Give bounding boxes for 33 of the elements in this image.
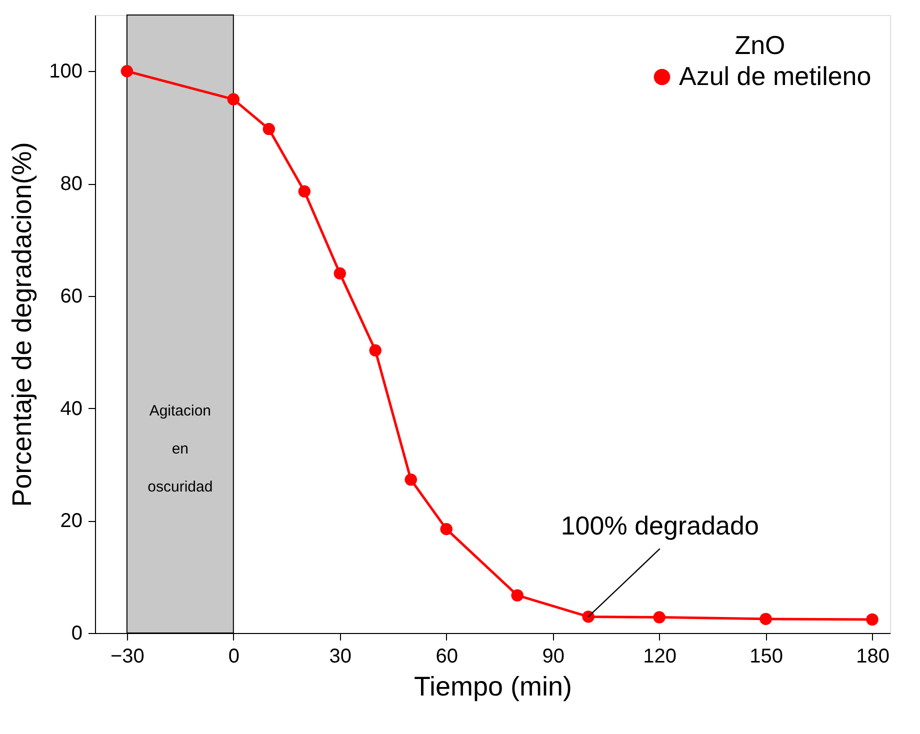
point [369,344,382,357]
point [120,65,134,78]
x-tick-label: 60 [436,646,458,668]
point [653,611,666,624]
y-tick-label: 40 [60,398,82,420]
x-tick-label: −30 [110,646,144,668]
point [334,267,346,280]
x-tick-label: 0 [228,646,240,668]
legend-title: ZnO [734,30,786,60]
x-tick-label: 150 [750,646,783,668]
x-tick-label: 120 [643,646,676,668]
point [404,474,417,486]
x-tick-label: 180 [856,646,890,668]
x-tick-label: 30 [329,646,352,668]
point [760,612,772,626]
x-axis-title: Tiempo (min) [414,672,572,702]
point [866,613,878,626]
y-tick-label: 20 [60,510,82,532]
point [582,610,594,623]
text: Agitacion en oscuridad [148,402,213,496]
x-tick-label: 90 [542,646,564,668]
y-tick-label: 80 [60,173,82,196]
point [511,589,524,602]
y-tick-label: 100 [49,60,82,83]
point [227,93,240,106]
y-tick-label: 0 [71,622,82,644]
point [298,185,311,198]
point [440,522,452,536]
y-axis-title: Porcentaje de degradacion(%) [7,142,38,507]
y-tick-label: 60 [60,285,82,308]
legend-label: Azul de metileno [679,61,872,91]
annotation: 100% degradado [560,510,759,541]
point [262,122,276,136]
